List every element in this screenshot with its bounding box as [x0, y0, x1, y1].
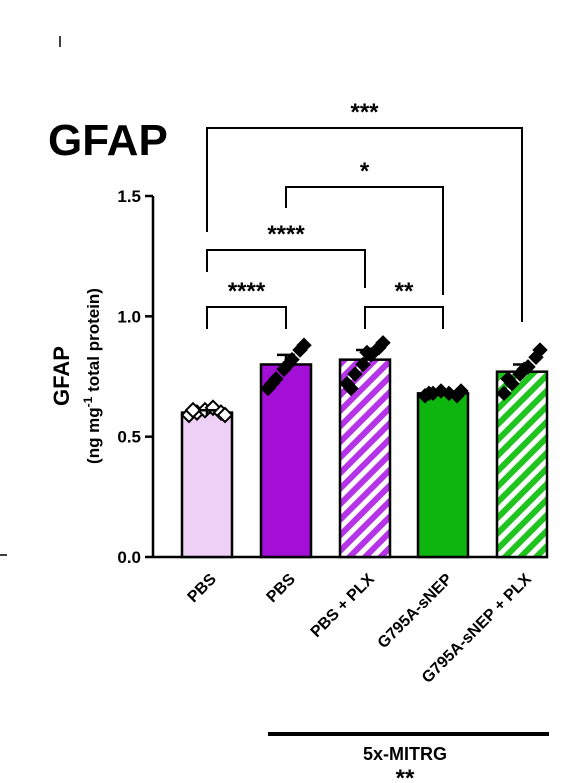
y-axis-title: GFAP: [49, 346, 74, 406]
data-point: [264, 376, 280, 392]
significance-label: *: [360, 158, 370, 185]
y-tick-label: 1.5: [117, 187, 141, 206]
data-point: [375, 335, 391, 351]
group-label: 5x-MITRG: [363, 744, 447, 764]
data-point: [343, 380, 359, 397]
data-point: [216, 406, 234, 424]
y-tick-label: 0.0: [117, 548, 141, 567]
significance-bracket: [206, 249, 366, 288]
data-point: [421, 385, 437, 402]
significance-label: ****: [267, 221, 305, 248]
data-point: [280, 356, 296, 373]
significance-label: **: [395, 278, 414, 305]
bar: [259, 363, 313, 559]
data-point: [496, 385, 512, 402]
significance-label: ****: [228, 278, 266, 305]
points-group: [180, 335, 548, 424]
bars-group: [180, 358, 549, 559]
bar: [495, 370, 549, 559]
x-tick-label: G795A-sNEP: [375, 571, 456, 652]
data-point: [516, 361, 532, 377]
significance-label: ***: [350, 99, 379, 126]
y-axis-unit: (ng mg-1 total protein): [81, 288, 103, 464]
y-axis-label: GFAP (ng mg-1 total protein): [49, 288, 103, 464]
data-point: [184, 401, 202, 419]
group-significance: **: [396, 765, 415, 783]
data-point: [347, 366, 363, 382]
data-point: [500, 371, 516, 387]
x-tick-label: PBS: [264, 571, 300, 607]
significance-bracket: [285, 186, 444, 295]
error-bars-group: [198, 348, 531, 416]
significance-bracket: [364, 306, 444, 329]
bar: [416, 392, 470, 559]
data-point: [453, 383, 469, 399]
data-point: [296, 337, 312, 353]
significance-bracket: [206, 306, 287, 329]
significance-brackets: **************: [206, 99, 523, 329]
x-tick-label: PBS: [185, 571, 221, 607]
y-tick-label: 0.5: [117, 428, 141, 447]
chart-title: GFAP: [48, 116, 168, 165]
bar: [180, 411, 234, 559]
x-tick-label: PBS + PLX: [308, 571, 378, 641]
data-point: [355, 356, 371, 373]
data-point: [532, 342, 548, 358]
significance-bracket: [206, 127, 523, 322]
y-tick-label: 1.0: [117, 307, 141, 326]
